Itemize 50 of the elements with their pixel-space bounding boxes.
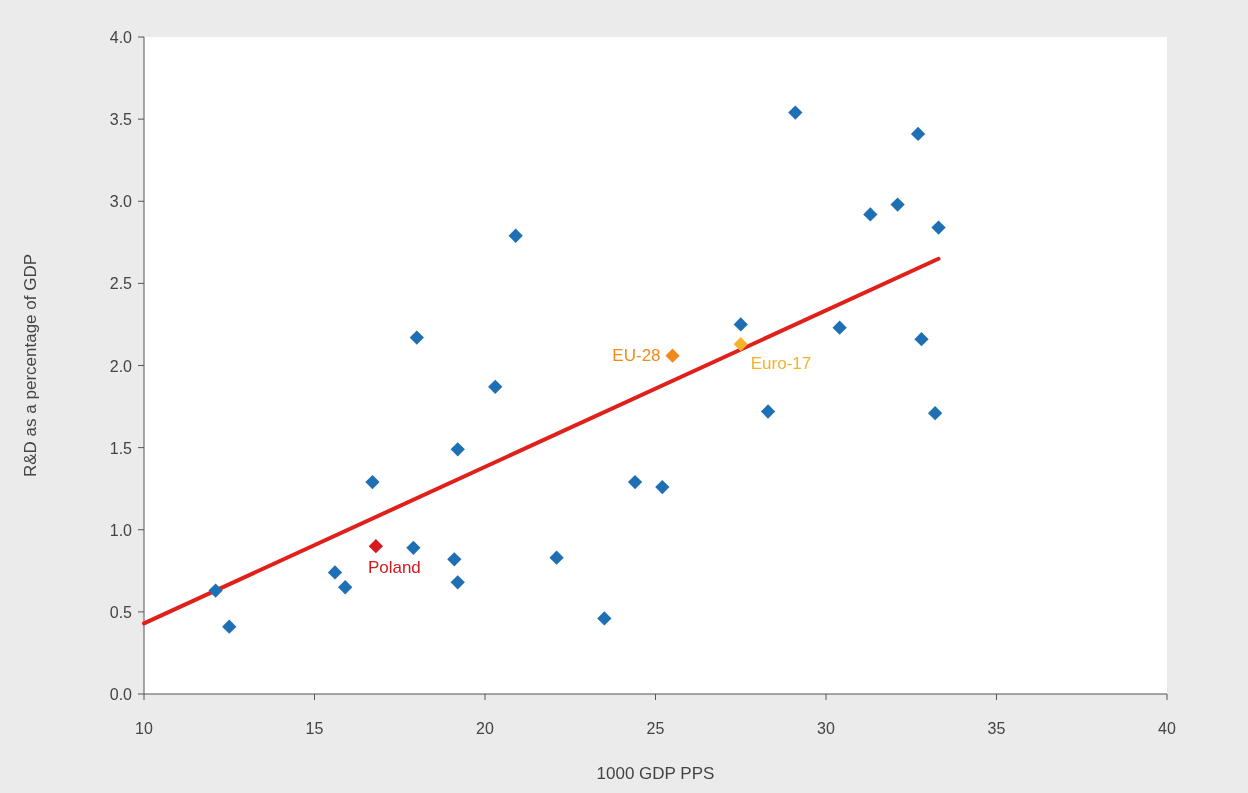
y-tick-label: 1.5 [109, 439, 133, 457]
point [447, 552, 462, 567]
x-axis-title: 1000 GDP PPS [596, 764, 715, 783]
point [910, 126, 926, 142]
point [914, 332, 929, 347]
point [508, 228, 523, 243]
point [788, 105, 803, 120]
point [409, 330, 424, 345]
y-tick-label: 0.5 [109, 603, 133, 621]
x-tick-label: 35 [987, 720, 1006, 737]
y-tick-label: 2.0 [109, 357, 133, 375]
y-tick-label: 2.5 [109, 275, 133, 293]
point [733, 337, 748, 352]
point [450, 442, 465, 457]
point [665, 348, 680, 363]
point [890, 197, 905, 212]
y-axis-title: R&D as a percentage of GDP [21, 253, 40, 478]
point [338, 580, 353, 595]
x-tick-label: 10 [135, 720, 153, 737]
y-tick-label: 1.0 [109, 521, 133, 539]
point [760, 404, 776, 419]
point [365, 474, 380, 490]
point [832, 320, 847, 335]
point [406, 540, 421, 555]
point [327, 565, 343, 580]
series-label: Euro-17 [750, 354, 812, 374]
x-tick-label: 30 [817, 720, 835, 737]
y-tick-label: 3.5 [109, 111, 133, 129]
y-tick-label: 0.0 [109, 686, 133, 703]
point [549, 550, 564, 565]
point [488, 379, 503, 394]
point [450, 575, 465, 590]
x-tick-label: 20 [476, 720, 494, 737]
point [655, 479, 670, 495]
point [627, 474, 643, 490]
x-tick-label: 15 [305, 720, 324, 737]
point [208, 583, 223, 598]
point [863, 207, 878, 222]
series-label: EU-28 [612, 345, 661, 365]
point [368, 539, 384, 554]
y-tick-label: 4.0 [109, 29, 133, 46]
point [222, 619, 237, 634]
point [733, 317, 748, 332]
x-tick-label: 40 [1158, 720, 1176, 737]
point [597, 611, 612, 626]
point [931, 220, 946, 235]
x-tick-label: 25 [646, 720, 665, 737]
point [927, 405, 943, 421]
series-label: Poland [367, 558, 421, 578]
y-tick-label: 3.0 [109, 193, 133, 211]
